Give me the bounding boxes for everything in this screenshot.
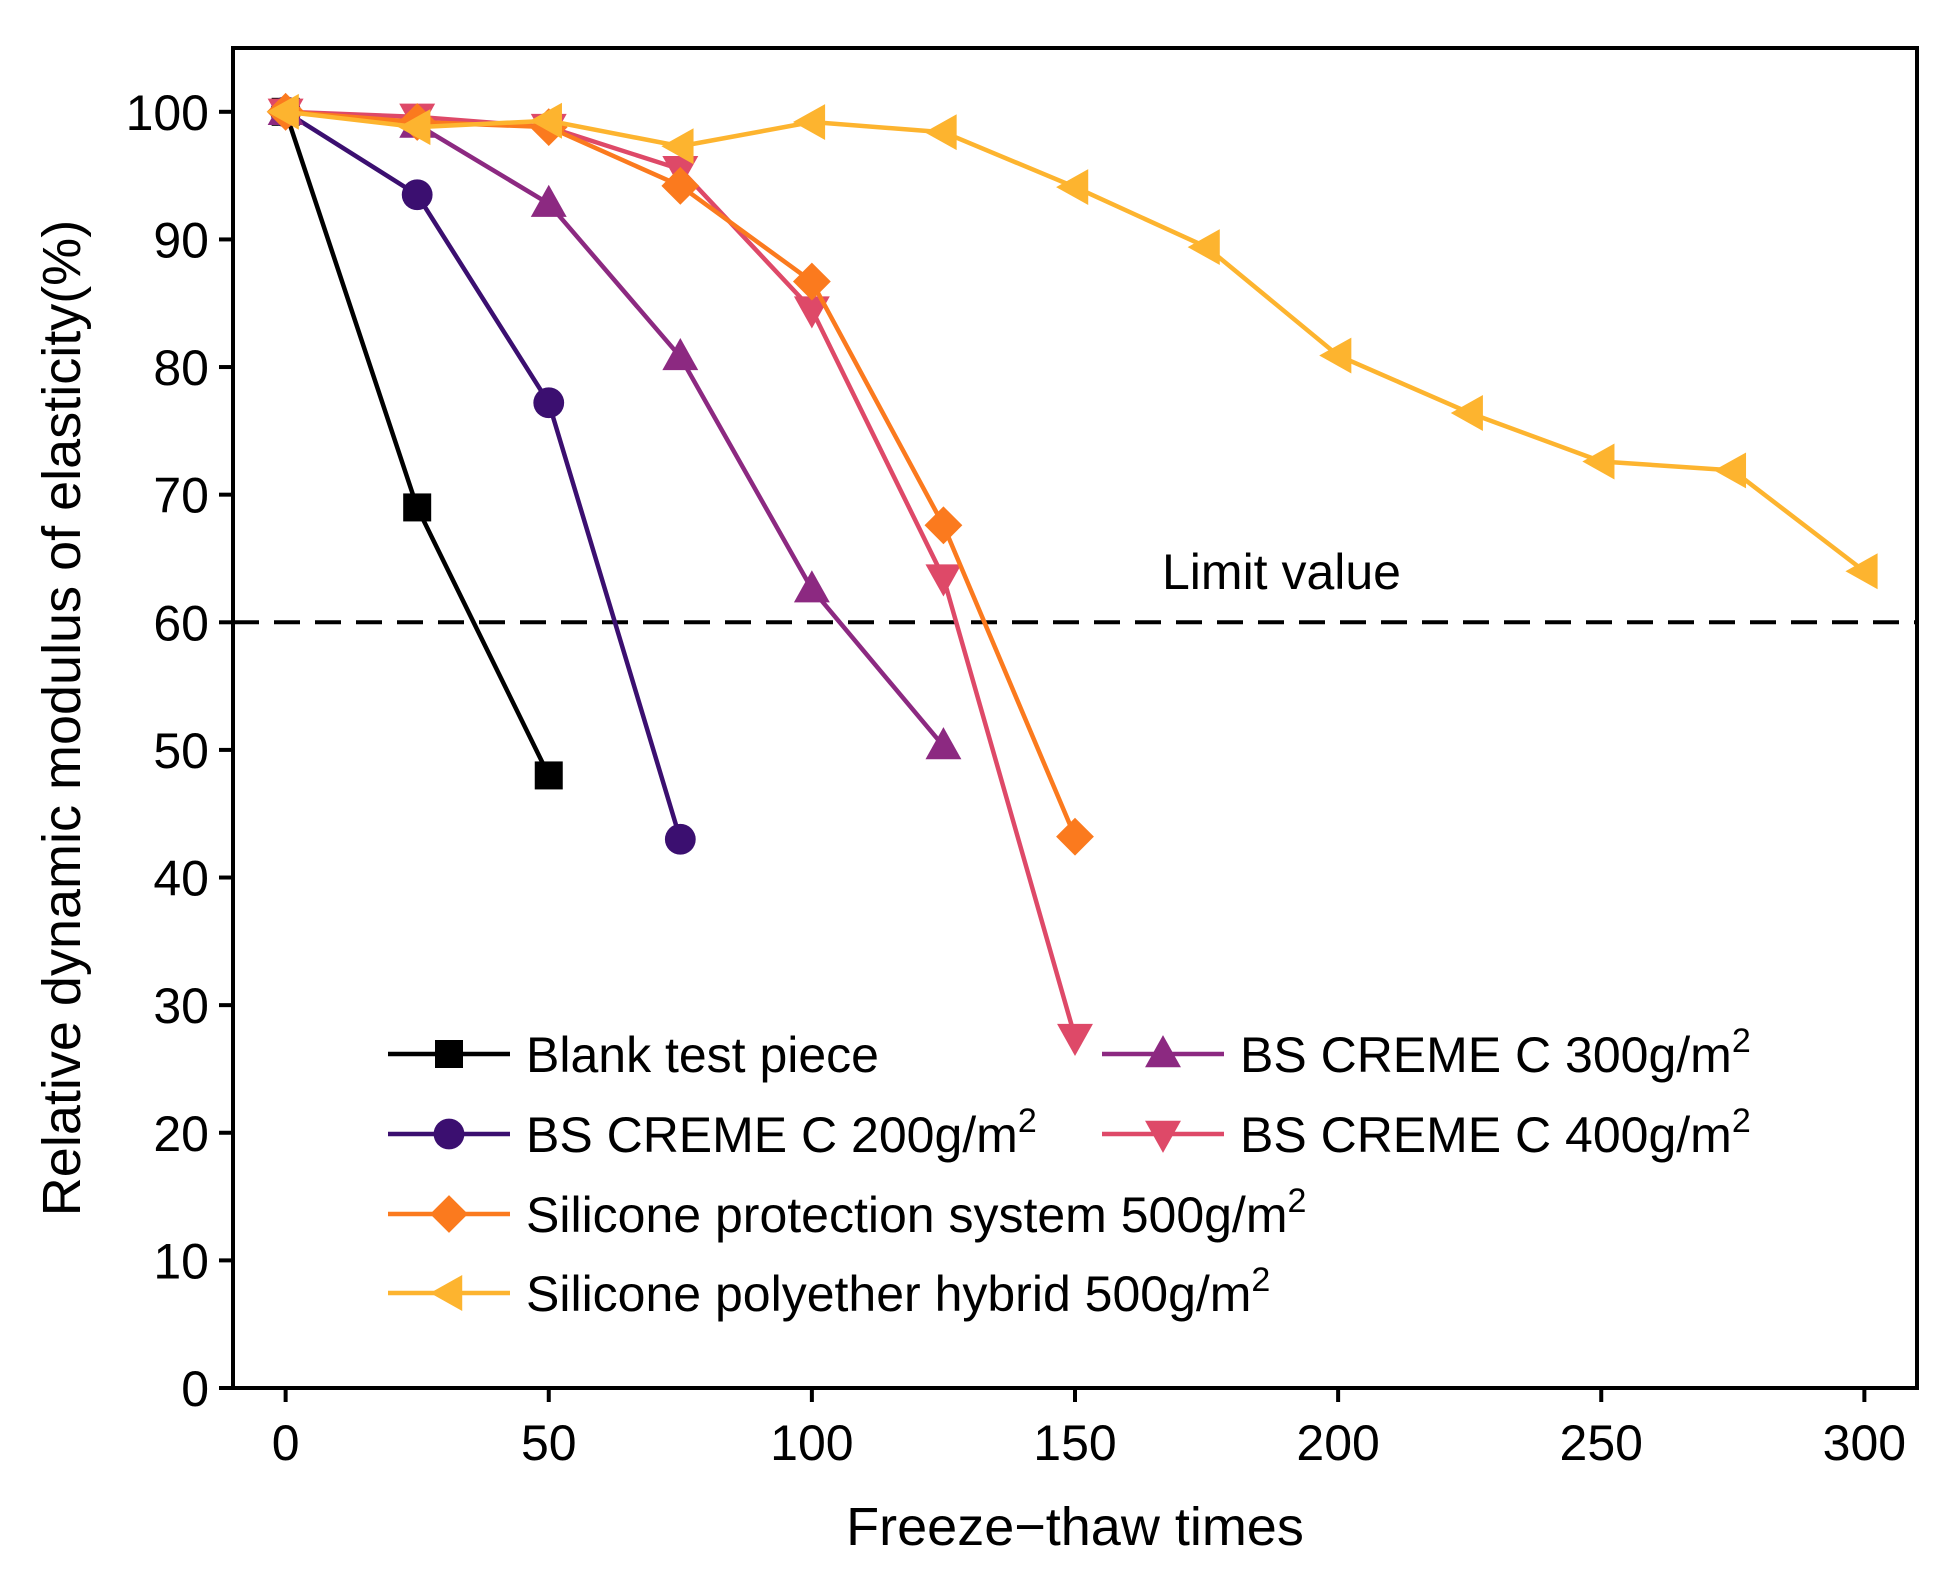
data-point [1056, 169, 1089, 206]
legend-label-text: Silicone protection system 500g/m [526, 1187, 1287, 1243]
data-point [1713, 452, 1747, 489]
y-tick-label: 50 [153, 723, 209, 779]
x-tick-label: 200 [1296, 1415, 1379, 1471]
legend-label: Silicone protection system 500g/m2 [526, 1182, 1306, 1243]
y-tick-label: 100 [126, 85, 209, 141]
legend-label: BS CREME C 400g/m2 [1240, 1102, 1751, 1163]
data-point [398, 109, 431, 146]
y-tick-label: 70 [153, 468, 209, 524]
legend-label: BS CREME C 300g/m2 [1240, 1022, 1751, 1083]
data-point [793, 296, 830, 329]
x-tick-label: 150 [1033, 1415, 1116, 1471]
y-tick-label: 90 [153, 212, 209, 268]
legend-label-text: Silicone polyether hybrid 500g/m [526, 1266, 1251, 1322]
legend-label-text: BS CREME C 300g/m [1240, 1027, 1732, 1083]
y-tick-label: 80 [153, 340, 209, 396]
legend-label-text: BS CREME C 200g/m [526, 1107, 1018, 1163]
data-point [925, 727, 962, 760]
legend-item: Blank test piece [388, 1027, 879, 1083]
data-point [924, 114, 957, 151]
data-point [1319, 337, 1352, 374]
x-tick-label: 100 [770, 1415, 853, 1471]
x-tick-label: 250 [1560, 1415, 1643, 1471]
series-line [285, 109, 946, 748]
legend-label: BS CREME C 200g/m2 [526, 1102, 1037, 1163]
legend-label-superscript: 2 [1732, 1102, 1751, 1140]
series-line [285, 109, 1078, 1038]
data-point [925, 564, 962, 597]
data-point [792, 262, 831, 301]
data-point [1187, 229, 1220, 266]
legend-item: Silicone polyether hybrid 500g/m2 [388, 1261, 1270, 1322]
legend-item: BS CREME C 200g/m2 [388, 1102, 1037, 1163]
data-point [793, 570, 830, 603]
data-point [403, 493, 432, 522]
legend-label-superscript: 2 [1287, 1182, 1306, 1220]
data-point [266, 93, 299, 130]
legend-label: Blank test piece [526, 1027, 879, 1083]
series-group [266, 92, 1878, 1056]
data-point [534, 761, 563, 790]
y-tick-label: 60 [153, 595, 209, 651]
x-tick-label: 50 [521, 1415, 577, 1471]
legend-label: Silicone polyether hybrid 500g/m2 [526, 1261, 1270, 1322]
data-point [792, 104, 826, 140]
data-point [1450, 395, 1483, 431]
series-6 [266, 93, 1878, 590]
legend-item: BS CREME C 400g/m2 [1102, 1102, 1751, 1163]
data-point [1582, 443, 1615, 480]
y-tick-label: 10 [153, 1233, 209, 1289]
data-point [924, 506, 963, 545]
legend-label-superscript: 2 [1018, 1102, 1037, 1140]
series-4 [267, 98, 1093, 1056]
data-point [1057, 1023, 1093, 1056]
data-point [661, 128, 694, 165]
data-point [662, 337, 699, 371]
legend-label-text: Blank test piece [526, 1027, 879, 1083]
legend-marker [430, 1195, 468, 1233]
y-axis-title: Relative dynamic modulus of elasticity(%… [32, 220, 92, 1216]
data-point [529, 102, 562, 139]
limit-value-label: Limit value [1162, 544, 1401, 600]
y-tick-label: 20 [153, 1106, 209, 1162]
x-tick-label: 300 [1823, 1415, 1906, 1471]
y-tick-label: 0 [181, 1361, 209, 1417]
legend-label-superscript: 2 [1732, 1022, 1751, 1060]
legend-marker [1145, 1120, 1181, 1153]
y-tick-label: 30 [153, 978, 209, 1034]
series-line [283, 111, 551, 777]
data-point [664, 823, 696, 855]
series-3 [267, 92, 962, 760]
data-point [401, 179, 433, 211]
series-5 [266, 92, 1094, 856]
series-2 [270, 96, 696, 855]
legend-label-superscript: 2 [1251, 1261, 1270, 1299]
data-point [530, 184, 567, 217]
data-point [533, 387, 565, 419]
legend-item: BS CREME C 300g/m2 [1102, 1022, 1751, 1083]
series-line [284, 109, 683, 840]
data-point [1845, 553, 1878, 590]
data-point [1056, 817, 1094, 856]
legend-marker [430, 1275, 463, 1311]
legend-label-text: BS CREME C 400g/m [1240, 1107, 1732, 1163]
legend-marker [1145, 1035, 1181, 1068]
data-point [661, 166, 700, 205]
axis-ticks: 0 50 100 150 200 250 300 0 10 20 30 40 50 60 70 80 90 100 [126, 85, 1907, 1471]
x-tick-label: 0 [272, 1415, 300, 1471]
x-axis-title: Freeze−thaw times [846, 1497, 1304, 1557]
legend-item: Silicone protection system 500g/m2 [388, 1182, 1306, 1243]
legend-marker [433, 1118, 465, 1150]
legend-marker [435, 1040, 463, 1068]
y-tick-label: 40 [153, 851, 209, 907]
